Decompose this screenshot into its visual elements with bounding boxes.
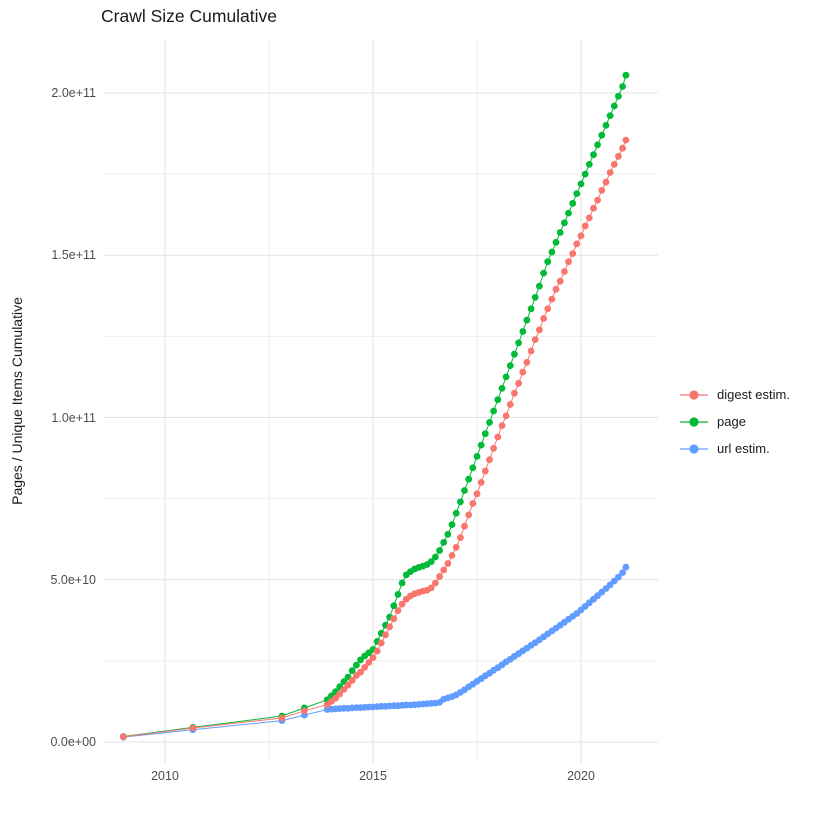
series-digest-estim-	[120, 136, 630, 741]
legend-item-url-estim: url estim.	[679, 435, 790, 462]
x-tick-label: 2010	[151, 769, 179, 783]
y-axis-title: Pages / Unique Items Cumulative	[9, 297, 25, 505]
legend-label: page	[717, 414, 746, 429]
x-tick-label: 2015	[359, 769, 387, 783]
legend-label: url estim.	[717, 441, 770, 456]
y-tick-label: 1.0e+11	[51, 411, 96, 425]
legend-key-url-icon	[680, 443, 708, 454]
chart-title: Crawl Size Cumulative	[101, 6, 278, 26]
y-tick-label: 1.5e+11	[51, 248, 96, 262]
legend: digest estim. page url estim.	[679, 381, 790, 462]
legend-key-digest-icon	[680, 389, 708, 400]
legend-item-digest-estim: digest estim.	[679, 381, 790, 408]
legend-label: digest estim.	[717, 387, 790, 402]
series-page	[120, 71, 630, 740]
y-tick-label: 0.0e+00	[50, 735, 96, 749]
y-tick-label: 2.0e+11	[51, 86, 96, 100]
legend-item-page: page	[679, 408, 790, 435]
x-tick-label: 2020	[567, 769, 595, 783]
legend-key-page-icon	[680, 416, 708, 427]
y-tick-label: 5.0e+10	[50, 573, 96, 587]
